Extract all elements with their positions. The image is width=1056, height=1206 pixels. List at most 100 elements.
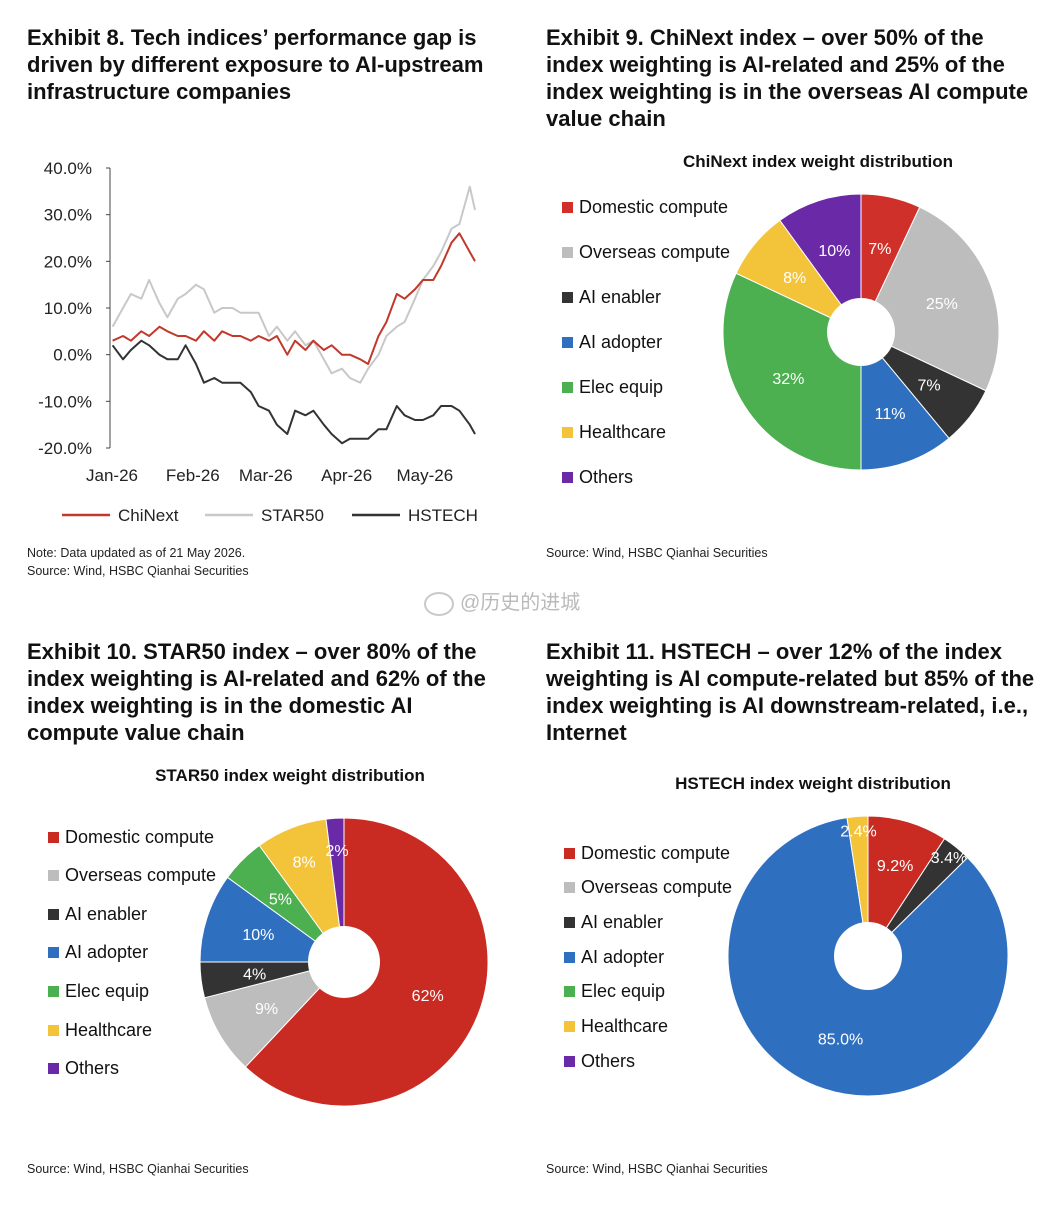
x-tick-label: May-26	[397, 466, 454, 485]
exhibit-10-title: Exhibit 10. STAR50 index – over 80% of t…	[27, 639, 486, 745]
slice-label-ai-enabler: 4%	[243, 966, 266, 983]
legend-label: Domestic compute	[579, 196, 729, 217]
legend-label: Domestic compute	[581, 842, 731, 863]
legend-label-star50: STAR50	[261, 506, 324, 525]
y-tick-label: 10.0%	[44, 299, 92, 318]
slice-label-elec-equip: 32%	[772, 371, 804, 388]
legend-label: Overseas compute	[579, 241, 731, 262]
slice-overseas-compute	[860, 206, 1000, 392]
legend-label: Overseas compute	[65, 865, 217, 886]
legend-item-healthcare: Healthcare	[562, 421, 666, 443]
slice-healthcare	[846, 815, 869, 957]
slice-label-domestic-compute: 9.2%	[877, 858, 913, 875]
slice-overseas-compute	[203, 961, 346, 1068]
legend-label: Others	[579, 466, 634, 487]
legend-swatch	[562, 381, 573, 393]
legend-label: Elec equip	[581, 981, 666, 1002]
slice-label-overseas-compute: 9%	[255, 1001, 278, 1018]
slice-label-healthcare: 8%	[293, 855, 316, 872]
legend-label: AI adopter	[581, 946, 665, 967]
exhibit-11-title: Exhibit 11. HSTECH – over 12% of the ind…	[546, 639, 1035, 745]
legend-item-domestic-compute: Domestic compute	[48, 826, 214, 848]
legend-item-elec-equip: Elec equip	[562, 376, 663, 398]
slice-label-domestic-compute: 62%	[412, 988, 444, 1005]
slice-ai-adopter	[860, 330, 950, 471]
legend-swatch	[562, 471, 573, 483]
slice-domestic-compute	[867, 815, 946, 958]
exhibit-8-source: Source: Wind, HSBC Qianhai Securities	[27, 564, 249, 578]
slice-others	[325, 817, 345, 963]
weibo-icon	[424, 591, 454, 616]
legend-swatch	[48, 831, 59, 843]
series-line-star50	[111, 185, 476, 384]
legend-item-overseas-compute: Overseas compute	[564, 877, 732, 899]
hstech-donut-chart: 9.2% 3.4% 85.0% 2.4%	[727, 815, 1009, 1097]
legend-label: Domestic compute	[65, 826, 215, 847]
legend-item-others: Others	[562, 466, 633, 488]
star50-donut-chart: 62% 9% 4% 10% 5% 8% 2%	[199, 817, 489, 1107]
legend-swatch	[48, 1063, 59, 1075]
legend-swatch	[562, 336, 573, 348]
legend-swatch	[564, 951, 575, 963]
slice-label-ai-enabler: 7%	[917, 378, 940, 395]
legend-item-ai-adopter: AI adopter	[564, 946, 664, 968]
series-line-hstech	[111, 339, 476, 445]
slice-label-overseas-compute: 25%	[926, 296, 958, 313]
legend-swatch	[562, 201, 573, 213]
legend-swatch	[564, 1055, 575, 1067]
line-chart: 40.0% 30.0% 20.0% 10.0% 0.0% -10.0% -20.0% Jan-…	[38, 159, 478, 525]
legend-swatch	[48, 947, 59, 959]
slice-label-elec-equip: 5%	[269, 891, 292, 908]
x-tick-label: Feb-26	[166, 466, 220, 485]
y-tick-label: -20.0%	[38, 439, 92, 458]
legend-item-healthcare: Healthcare	[48, 1019, 152, 1041]
legend-label-chinext: ChiNext	[118, 506, 179, 525]
y-tick-label: 40.0%	[44, 159, 92, 178]
legend-label: AI adopter	[65, 942, 149, 963]
legend-item-overseas-compute: Overseas compute	[562, 241, 730, 263]
legend-label: Elec equip	[65, 980, 150, 1001]
slice-label-ai-enabler: 3.4%	[931, 850, 967, 867]
y-tick-label: 20.0%	[44, 252, 92, 271]
exhibit-8-panel: Exhibit 8. Tech indices’ performance gap…	[0, 0, 528, 600]
exhibit-8-note: Note: Data updated as of 21 May 2026.	[27, 546, 246, 560]
legend-item-overseas-compute: Overseas compute	[48, 865, 216, 887]
legend-label: Elec equip	[579, 376, 664, 397]
legend-swatch	[48, 985, 59, 997]
legend-item-elec-equip: Elec equip	[48, 980, 149, 1002]
legend-label: AI enabler	[581, 911, 664, 932]
slice-elec-equip	[722, 272, 862, 471]
slice-label-ai-adopter: 10%	[242, 927, 274, 944]
legend-label-hstech: HSTECH	[408, 506, 478, 525]
slice-others	[779, 193, 862, 334]
exhibit-9-title: Exhibit 9. ChiNext index – over 50% of t…	[546, 25, 1029, 131]
slice-label-ai-adopter: 11%	[875, 406, 906, 423]
slice-ai-adopter	[199, 876, 346, 963]
legend-swatch	[48, 908, 59, 920]
hstech-chart-title: HSTECH index weight distribution	[675, 774, 951, 793]
legend-item-ai-enabler: AI enabler	[48, 903, 147, 925]
legend-label: Healthcare	[581, 1016, 669, 1036]
legend-label: Healthcare	[579, 421, 667, 442]
y-tick-label: -10.0%	[38, 392, 92, 411]
legend-item-others: Others	[48, 1058, 119, 1080]
legend-swatch	[562, 291, 573, 303]
legend-item-healthcare: Healthcare	[564, 1016, 668, 1038]
legend-item-others: Others	[564, 1050, 635, 1072]
watermark: @历史的进城	[424, 586, 580, 616]
chinext-legend: Domestic compute Overseas compute AI enabl…	[562, 196, 742, 496]
legend-label: Healthcare	[65, 1019, 153, 1040]
exhibit-10-panel: Exhibit 10. STAR50 index – over 80% of t…	[0, 620, 528, 1206]
legend-swatch	[564, 986, 575, 998]
legend-swatch	[564, 1021, 575, 1032]
legend-item-elec-equip: Elec equip	[564, 981, 665, 1003]
exhibit-8-notes: Note: Data updated as of 21 May 2026. So…	[27, 544, 249, 580]
exhibit-11-source: Source: Wind, HSBC Qianhai Securities	[546, 1162, 768, 1176]
legend-swatch	[562, 246, 573, 258]
exhibit-9-source: Source: Wind, HSBC Qianhai Securities	[546, 546, 768, 560]
slice-label-others: 10%	[818, 243, 850, 260]
legend-label: Others	[65, 1058, 120, 1079]
exhibit-10-source: Source: Wind, HSBC Qianhai Securities	[27, 1162, 249, 1176]
y-tick-label: 30.0%	[44, 206, 92, 225]
legend-item-ai-adopter: AI adopter	[562, 331, 662, 353]
